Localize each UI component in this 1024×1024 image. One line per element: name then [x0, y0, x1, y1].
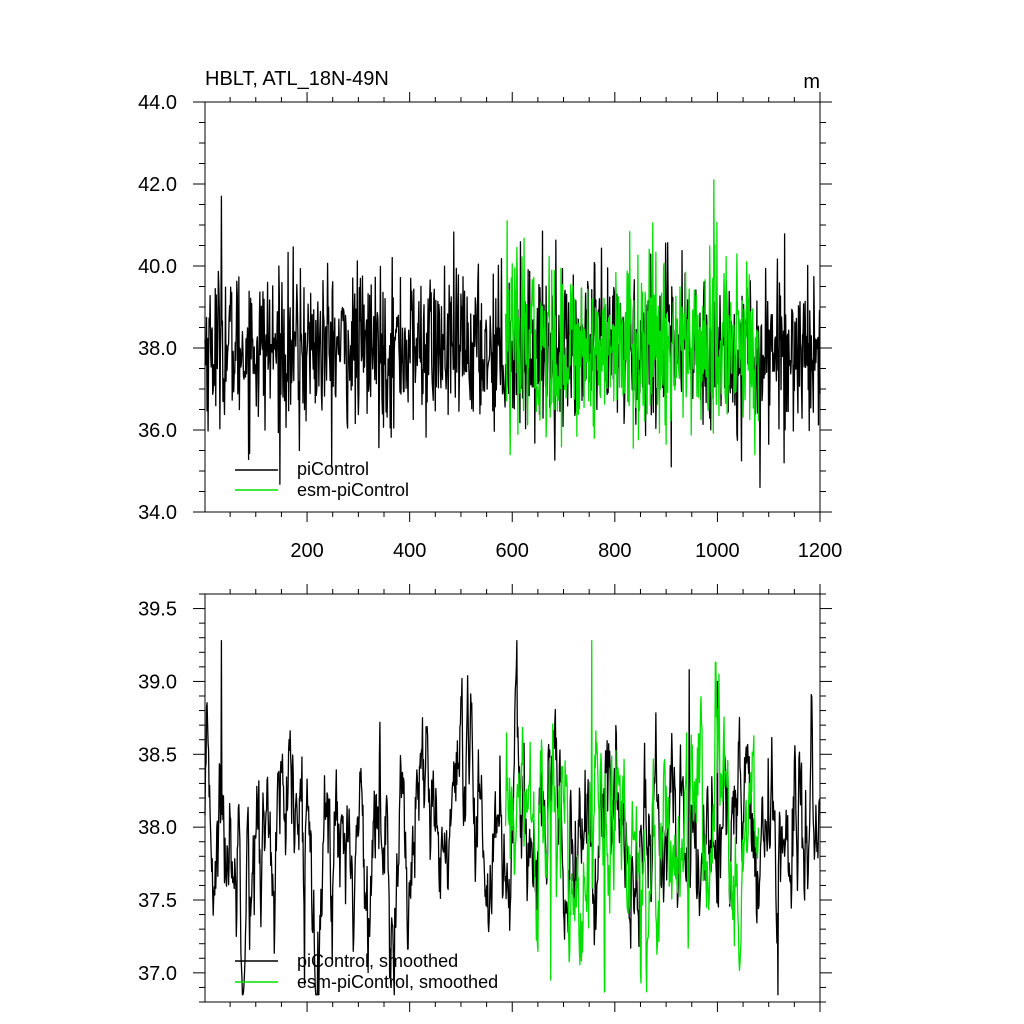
top-legend: piControl esm-piControl: [235, 459, 409, 500]
units-label: m: [803, 71, 820, 93]
bottom-series-esm-picontrol-line: [504, 639, 760, 993]
y-tick-label: 40.0: [138, 256, 177, 278]
y-tick-label: 36.0: [138, 420, 177, 442]
y-tick-label: 37.5: [138, 890, 177, 912]
y-tick-label: 34.0: [138, 502, 177, 524]
figure-title: HBLT, ATL_18N-49N: [205, 68, 389, 90]
x-tick-label: 200: [290, 540, 323, 562]
y-tick-label: 37.0: [138, 963, 177, 985]
bottom-legend: piControl, smoothed esm-piControl, smoot…: [235, 951, 498, 992]
x-tick-label: 1000: [695, 540, 740, 562]
bottom-panel: 37.0 37.5 38.0 38.5 39.0 39.5: [138, 584, 832, 1012]
x-tick-label: 400: [393, 540, 426, 562]
legend-label-esm-picontrol: esm-piControl: [297, 480, 409, 500]
x-tick-label: 800: [598, 540, 631, 562]
legend-label-picontrol-smoothed: piControl, smoothed: [297, 951, 458, 971]
y-tick-label: 38.0: [138, 338, 177, 360]
y-tick-label: 39.0: [138, 671, 177, 693]
top-series-esm-picontrol-line: [504, 179, 760, 456]
y-tick-label: 42.0: [138, 174, 177, 196]
y-tick-label: 38.0: [138, 817, 177, 839]
y-tick-label: 38.5: [138, 744, 177, 766]
legend-label-picontrol: piControl: [297, 459, 369, 479]
y-tick-label: 44.0: [138, 92, 177, 114]
y-tick-label: 39.5: [138, 599, 177, 621]
x-tick-label: 1200: [798, 540, 843, 562]
top-panel: 200 400 600 800 1000 1200 34.0 36.0 38.0 40.0 42.0…: [138, 92, 842, 562]
legend-label-esm-picontrol-smoothed: esm-piControl, smoothed: [297, 972, 498, 992]
x-tick-label: 600: [496, 540, 529, 562]
